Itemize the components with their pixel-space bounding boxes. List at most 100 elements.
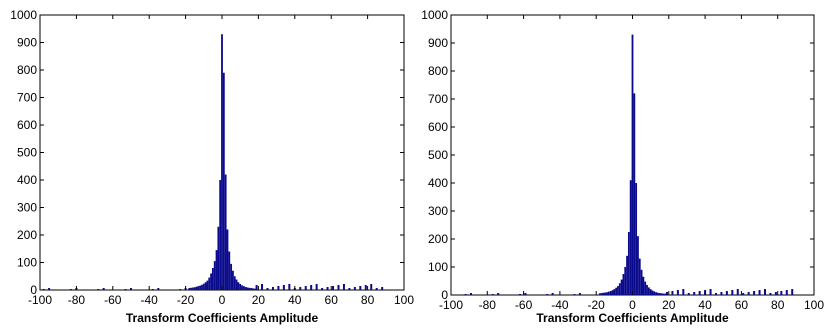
- y-tick-label: 900: [428, 36, 448, 50]
- histogram-tail-bar: [693, 292, 696, 295]
- histogram-bar: [250, 288, 253, 290]
- histogram-bar: [622, 274, 625, 295]
- histogram-bar: [235, 279, 238, 290]
- x-axis-label: Transform Coefficients Amplitude: [126, 311, 319, 325]
- histogram-tail-bar: [315, 284, 318, 290]
- y-tick-label: 1000: [421, 8, 448, 22]
- x-tick-label: 40: [288, 293, 302, 307]
- histogram-bar: [604, 292, 607, 295]
- histogram-bar: [613, 289, 616, 295]
- histogram-tail-bar: [359, 286, 362, 290]
- histogram-bar: [244, 286, 247, 290]
- histogram-tail-bar: [551, 293, 554, 295]
- y-tick-label: 200: [17, 228, 37, 242]
- histogram-tail-bar: [266, 288, 269, 290]
- histogram-bar: [653, 291, 656, 295]
- histogram-bar: [606, 292, 608, 295]
- histogram-bar: [202, 283, 205, 290]
- histogram-bar: [600, 293, 603, 295]
- histogram-tail-bar: [375, 288, 378, 290]
- histogram-tail-bar: [353, 287, 356, 290]
- x-tick-label: -40: [141, 293, 159, 307]
- histogram-tail-bar: [469, 293, 472, 295]
- histogram-tail-bar: [130, 288, 132, 290]
- histogram-tail-bar: [518, 294, 521, 295]
- x-tick-label: 40: [698, 298, 712, 312]
- histogram-bar: [246, 287, 249, 290]
- x-tick-label: 60: [735, 298, 749, 312]
- histogram-bar: [658, 293, 661, 295]
- y-tick-label: 400: [428, 176, 448, 190]
- y-tick-label: 400: [17, 173, 37, 187]
- histogram-bar: [615, 287, 618, 295]
- histogram-tail-bar: [370, 284, 373, 290]
- y-tick-label: 700: [17, 91, 37, 105]
- histogram-tail-bar: [261, 284, 264, 290]
- histogram-bar: [222, 72, 225, 290]
- histogram-tail-bar: [709, 289, 712, 295]
- histogram-tail-bar: [714, 293, 717, 295]
- histogram-bar: [226, 229, 229, 290]
- histogram-bar: [602, 292, 605, 295]
- y-tick-label: 300: [17, 201, 37, 215]
- histogram-bar: [204, 282, 207, 290]
- histogram-bar: [239, 283, 242, 290]
- histogram-bar: [233, 276, 236, 290]
- histogram-bar: [210, 273, 212, 290]
- histogram-tail-bar: [364, 285, 367, 290]
- histogram-tail-bar: [277, 286, 280, 290]
- histogram-bar: [241, 285, 243, 290]
- histogram-tail-bar: [665, 292, 668, 295]
- histogram-bar: [649, 289, 652, 295]
- histogram-bar: [252, 288, 254, 290]
- histogram-bar: [642, 276, 645, 295]
- histogram-bar: [208, 277, 211, 291]
- histogram-tail-bar: [682, 289, 685, 295]
- histogram-bar: [611, 290, 614, 295]
- histogram-bar: [662, 293, 665, 295]
- histogram-bar: [232, 270, 234, 290]
- histogram-tail-bar: [179, 289, 182, 290]
- y-tick-label: 200: [428, 232, 448, 246]
- histogram-tail-bar: [578, 293, 581, 295]
- histogram-tail-bar: [676, 290, 679, 295]
- histogram-tail-bar: [464, 294, 467, 295]
- histogram-bar: [635, 183, 638, 295]
- histogram-bar: [664, 293, 667, 295]
- histogram-tail-bar: [255, 285, 258, 290]
- histogram-bar: [638, 258, 641, 295]
- histogram-tail-bar: [742, 293, 745, 295]
- histogram-bar: [624, 267, 627, 295]
- histogram-tail-bar: [491, 294, 494, 295]
- x-tick-label: -100: [439, 298, 463, 312]
- histogram-tail-bar: [573, 294, 576, 295]
- histogram-tail-bar: [764, 289, 766, 295]
- histogram-tail-bar: [546, 294, 549, 295]
- y-tick-label: 500: [17, 146, 37, 160]
- histogram-bar: [219, 180, 222, 290]
- histogram-bar: [191, 287, 194, 290]
- y-tick-label: 800: [428, 64, 448, 78]
- x-tick-label: -60: [104, 293, 122, 307]
- histogram-tail-bar: [736, 289, 739, 295]
- histogram-bar: [237, 282, 240, 290]
- histogram-tail-bar: [348, 288, 351, 290]
- histogram-tail-bar: [342, 284, 345, 290]
- histogram-bar: [230, 263, 233, 291]
- histogram-tail-bar: [758, 290, 761, 295]
- x-tick-label: 100: [804, 298, 824, 312]
- y-tick-label: 500: [428, 148, 448, 162]
- histogram-tail-bar: [769, 293, 772, 295]
- histogram-tail-bar: [337, 285, 340, 290]
- histogram-bar: [213, 261, 216, 291]
- histogram-bar: [228, 251, 231, 290]
- histogram-bar: [211, 268, 214, 290]
- y-tick-label: 100: [17, 256, 37, 270]
- histogram-bar: [215, 250, 218, 291]
- histogram-tail-bar: [671, 291, 674, 295]
- histogram-bar: [188, 288, 191, 290]
- histogram-tail-bar: [151, 289, 154, 290]
- histogram-bar: [195, 286, 198, 290]
- histogram-tail-bar: [271, 287, 274, 290]
- y-tick-label: 1000: [10, 8, 37, 22]
